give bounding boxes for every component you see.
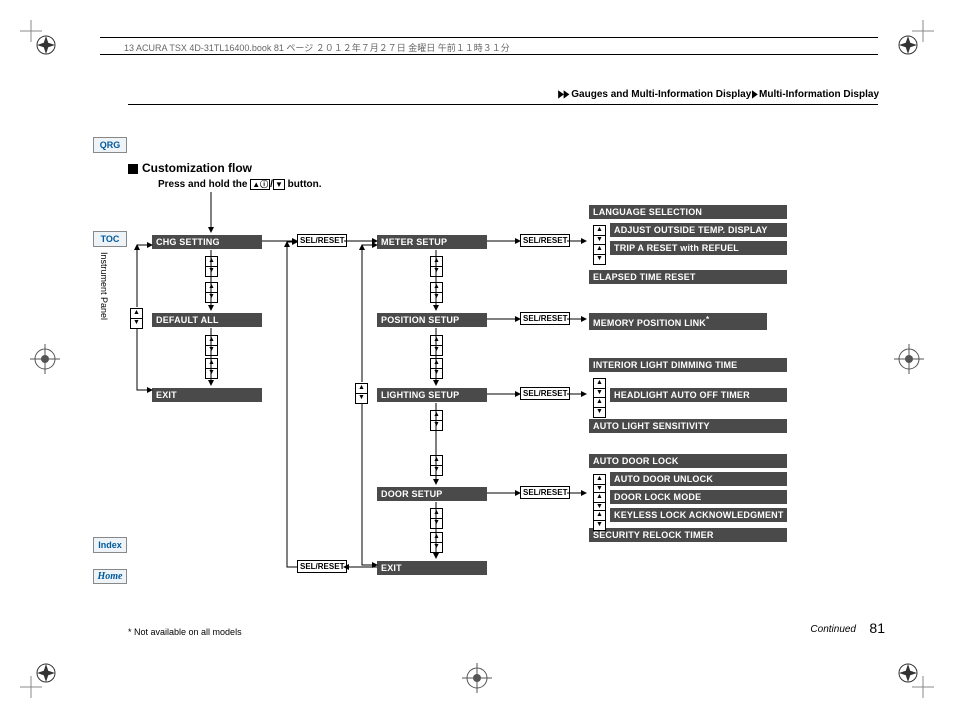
continued-label: Continued [810, 624, 856, 635]
target-icon [462, 663, 492, 693]
compass-icon [898, 35, 918, 55]
target-icon [30, 344, 60, 374]
page: 13 ACURA TSX 4D-31TL16400.book 81 ページ ２０… [0, 0, 954, 718]
compass-icon [36, 35, 56, 55]
compass-icon [898, 663, 918, 683]
target-icon [894, 344, 924, 374]
page-number: 81 [869, 620, 885, 636]
footnote: * Not available on all models [128, 627, 242, 637]
flow-arrows [0, 0, 954, 718]
compass-icon [36, 663, 56, 683]
